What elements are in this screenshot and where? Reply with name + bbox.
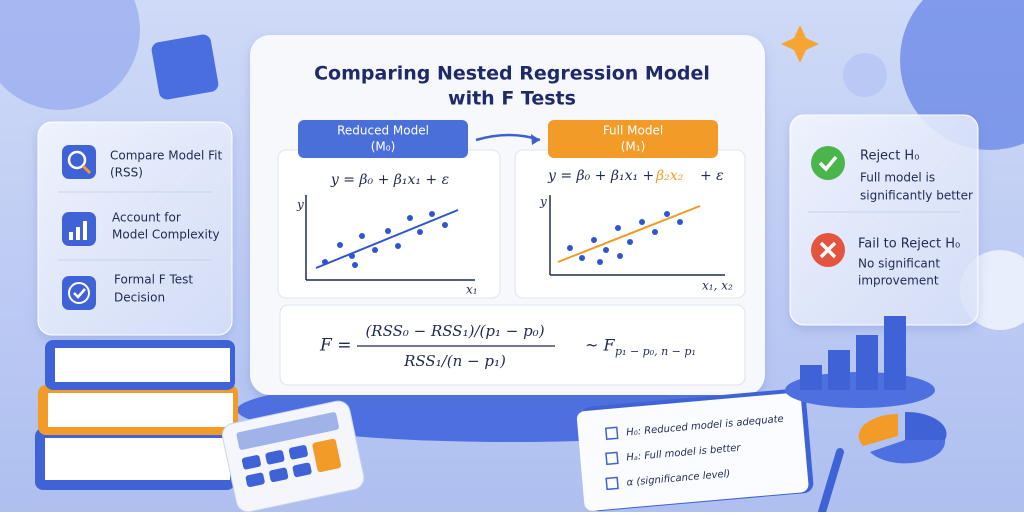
icon-reject bbox=[811, 146, 845, 180]
icon-search bbox=[62, 145, 96, 179]
fit-line bbox=[557, 205, 701, 263]
calculator bbox=[221, 400, 365, 513]
equation-added-term: β₂x₂ bbox=[655, 168, 684, 184]
scatter-points bbox=[567, 211, 683, 265]
decision-title: Reject H₀ bbox=[860, 149, 919, 164]
checkbox bbox=[604, 426, 619, 441]
notepad bbox=[576, 388, 814, 512]
decision-text: significantly better bbox=[860, 189, 973, 203]
y-axis-label: y bbox=[539, 195, 547, 209]
decision-panel bbox=[789, 114, 979, 326]
icon-glyph bbox=[81, 164, 92, 175]
arrow-head bbox=[531, 134, 540, 145]
books bbox=[35, 340, 238, 490]
sphere bbox=[843, 53, 887, 97]
item-text: Formal F Test bbox=[114, 273, 193, 287]
item-text: Compare Model Fit bbox=[110, 149, 222, 163]
equation-part: y = β₀ + β₁x₁ + bbox=[547, 168, 654, 184]
formula-numerator: (RSS₀ − RSS₁)/(p₁ − p₀) bbox=[365, 322, 544, 340]
item-text: Account for bbox=[112, 211, 181, 225]
fit-line bbox=[315, 209, 459, 269]
decision-text: improvement bbox=[858, 274, 939, 288]
item-text: Model Complexity bbox=[112, 228, 220, 242]
decision-text: No significant bbox=[858, 257, 940, 271]
item-text: (RSS) bbox=[110, 166, 143, 180]
scatter-points bbox=[322, 211, 448, 268]
formula-distribution: ~ F bbox=[585, 336, 615, 355]
decision-title: Fail to Reject H₀ bbox=[858, 237, 960, 252]
x-axis-label: x₁, x₂ bbox=[702, 279, 733, 293]
icon-glyph bbox=[67, 150, 87, 170]
blob bbox=[0, 0, 140, 110]
equation: y = β₀ + β₁x₁ + ε bbox=[330, 172, 449, 188]
model-pill bbox=[298, 120, 468, 158]
checkbox bbox=[605, 451, 619, 466]
model-name: Full Model bbox=[603, 124, 663, 138]
item-text: Decision bbox=[114, 291, 165, 305]
model-pill bbox=[548, 120, 718, 158]
checkbox bbox=[605, 476, 619, 491]
cube bbox=[151, 34, 219, 100]
icon-check bbox=[62, 276, 96, 310]
title: Comparing Nested Regression Model bbox=[314, 63, 710, 85]
pie-decoration bbox=[858, 411, 947, 464]
bar-decoration bbox=[800, 316, 906, 390]
model-name: Reduced Model bbox=[337, 124, 429, 138]
icon-glyph bbox=[69, 221, 87, 240]
model-symbol: (M₀) bbox=[371, 140, 396, 154]
formula-denominator: RSS₁/(n − p₁) bbox=[403, 352, 506, 370]
sparkle bbox=[781, 25, 819, 63]
title: with F Tests bbox=[448, 88, 576, 110]
icon-glyph bbox=[818, 155, 838, 172]
formula-lhs: F = bbox=[319, 336, 351, 356]
blob bbox=[900, 0, 1024, 150]
pen bbox=[818, 448, 844, 516]
icon-glyph bbox=[68, 282, 90, 304]
decision-text: Full model is bbox=[860, 171, 935, 185]
x-axis-label: x₁ bbox=[466, 283, 478, 297]
formula-panel bbox=[279, 304, 746, 386]
formula-distribution-sub: p₁ − p₀, n − p₁ bbox=[615, 345, 696, 358]
y-axis-label: y bbox=[296, 198, 304, 212]
model-symbol: (M₁) bbox=[621, 140, 646, 154]
icon-glyph bbox=[73, 288, 86, 299]
icon-glyph bbox=[819, 241, 837, 259]
equation-part: + ε bbox=[700, 168, 724, 184]
